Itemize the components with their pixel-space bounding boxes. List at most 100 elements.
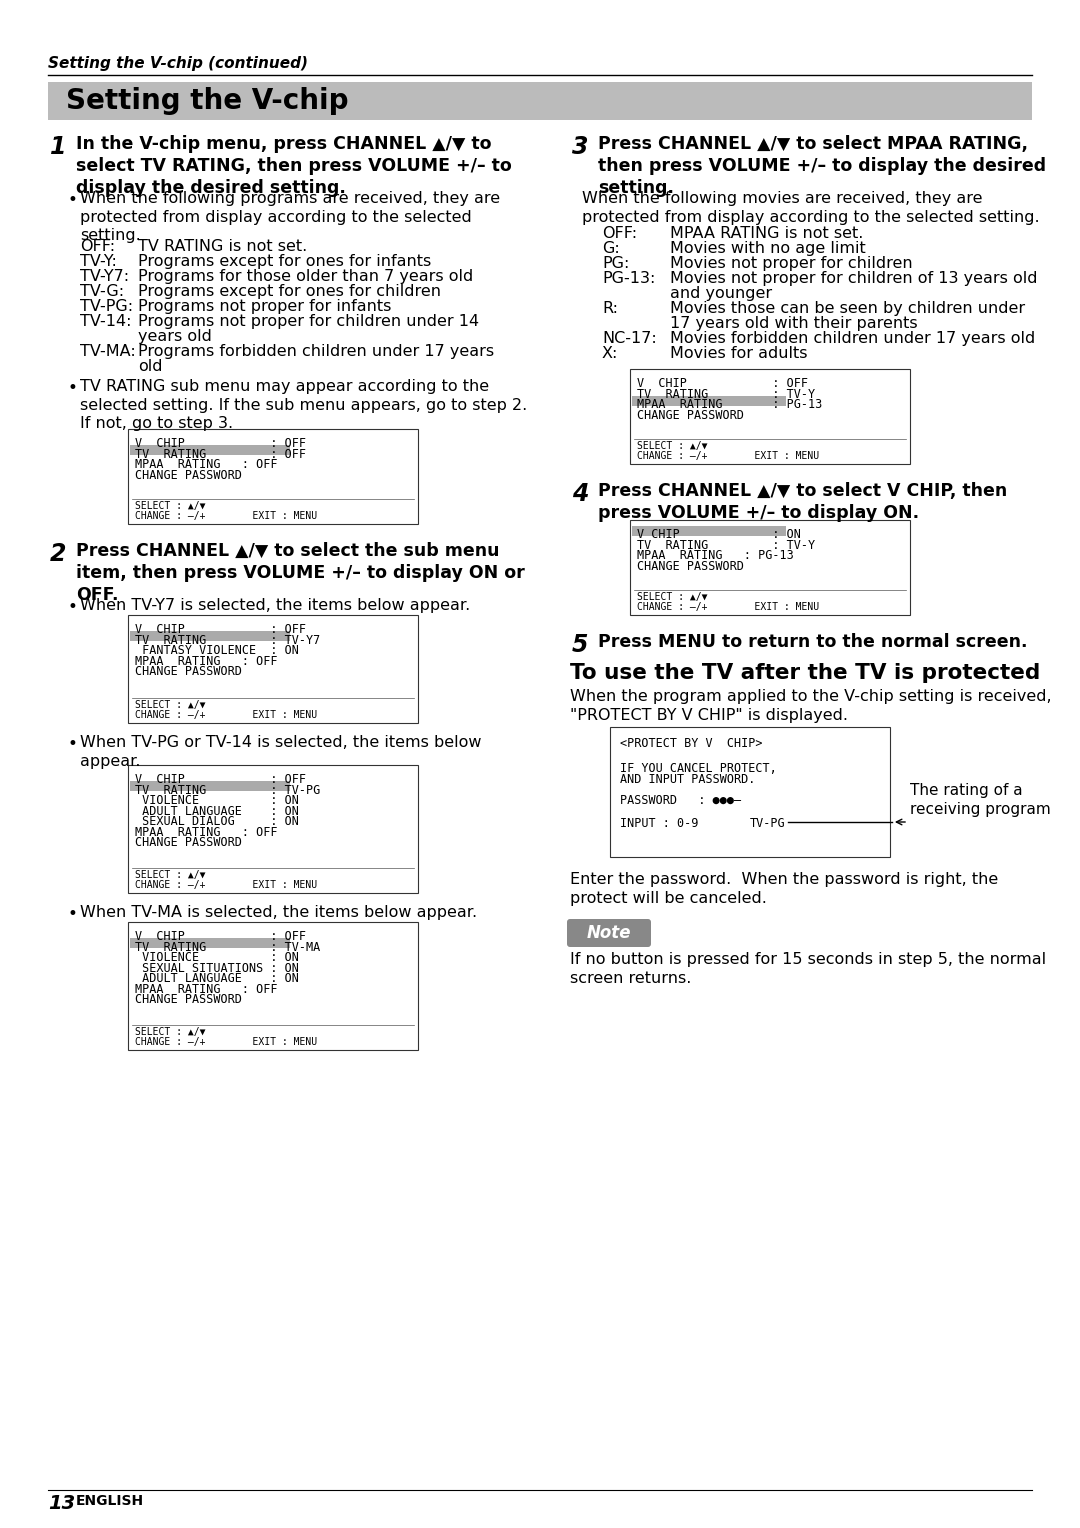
Text: TV-PG:: TV-PG: [80, 299, 133, 313]
Text: OFF:: OFF: [80, 238, 116, 254]
Text: X:: X: [602, 345, 619, 361]
Text: CHANGE PASSWORD: CHANGE PASSWORD [135, 836, 242, 850]
Bar [129, 766, 418, 892]
Text: CHANGE : –/+        EXIT : MENU: CHANGE : –/+ EXIT : MENU [135, 880, 318, 889]
Bar [610, 727, 890, 857]
Text: Programs for those older than 7 years old: Programs for those older than 7 years ol… [138, 269, 473, 284]
FancyBboxPatch shape [567, 918, 651, 947]
Bar [48, 83, 1032, 121]
Text: CHANGE PASSWORD: CHANGE PASSWORD [637, 559, 744, 573]
Text: CHANGE PASSWORD: CHANGE PASSWORD [135, 993, 242, 1005]
Text: When the following programs are received, they are
protected from display accord: When the following programs are received… [80, 191, 500, 243]
Text: Note: Note [586, 924, 631, 941]
Bar [630, 520, 910, 614]
Text: 3: 3 [572, 134, 589, 159]
Text: TV RATING is not set.: TV RATING is not set. [138, 238, 307, 254]
Text: If no button is pressed for 15 seconds in step 5, the normal
screen returns.: If no button is pressed for 15 seconds i… [570, 952, 1047, 986]
Text: SELECT : ▲/▼: SELECT : ▲/▼ [135, 1027, 205, 1038]
Text: When the following movies are received, they are
protected from display accordin: When the following movies are received, … [582, 191, 1040, 225]
Text: TV  RATING         : TV-Y: TV RATING : TV-Y [637, 538, 815, 552]
Text: 13: 13 [48, 1494, 76, 1513]
Text: <PROTECT BY V  CHIP>: <PROTECT BY V CHIP> [620, 736, 762, 750]
Text: and younger: and younger [670, 286, 772, 301]
Text: ADULT LANGUAGE    : ON: ADULT LANGUAGE : ON [135, 805, 299, 817]
Text: ENGLISH: ENGLISH [76, 1494, 144, 1508]
Text: AND INPUT PASSWORD.: AND INPUT PASSWORD. [620, 773, 755, 785]
Text: V CHIP             : ON: V CHIP : ON [637, 529, 801, 541]
Text: CHANGE : –/+        EXIT : MENU: CHANGE : –/+ EXIT : MENU [135, 711, 318, 720]
Text: SELECT : ▲/▼: SELECT : ▲/▼ [135, 501, 205, 510]
Text: TV  RATING         : TV-Y7: TV RATING : TV-Y7 [135, 634, 321, 646]
Text: Programs forbidden children under 17 years: Programs forbidden children under 17 yea… [138, 344, 495, 359]
Text: Setting the V-chip: Setting the V-chip [66, 87, 349, 115]
Text: TV-G:: TV-G: [80, 284, 124, 299]
Text: In the V-chip menu, press CHANNEL ▲/▼ to
select TV RATING, then press VOLUME +/–: In the V-chip menu, press CHANNEL ▲/▼ to… [76, 134, 512, 197]
Text: V  CHIP            : OFF: V CHIP : OFF [135, 773, 306, 785]
Text: G:: G: [602, 241, 620, 257]
Text: SEXUAL DIALOG     : ON: SEXUAL DIALOG : ON [135, 814, 299, 828]
Text: TV-MA:: TV-MA: [80, 344, 136, 359]
Bar [130, 938, 289, 949]
Bar [130, 631, 289, 642]
Text: The rating of a
receiving program: The rating of a receiving program [910, 784, 1051, 817]
Text: V  CHIP            : OFF: V CHIP : OFF [135, 931, 306, 943]
Text: INPUT : 0-9: INPUT : 0-9 [620, 817, 699, 830]
Text: Setting the V-chip (continued): Setting the V-chip (continued) [48, 57, 308, 70]
Text: Programs not proper for infants: Programs not proper for infants [138, 299, 391, 313]
Text: Programs not proper for children under 14: Programs not proper for children under 1… [138, 313, 480, 329]
Text: Movies those can be seen by children under: Movies those can be seen by children und… [670, 301, 1025, 316]
Text: V  CHIP            : OFF: V CHIP : OFF [135, 623, 306, 636]
Text: MPAA  RATING   : OFF: MPAA RATING : OFF [135, 825, 278, 839]
Text: Movies not proper for children of 13 years old: Movies not proper for children of 13 yea… [670, 270, 1038, 286]
Text: When TV-MA is selected, the items below appear.: When TV-MA is selected, the items below … [80, 905, 477, 920]
Text: CHANGE : –/+        EXIT : MENU: CHANGE : –/+ EXIT : MENU [637, 602, 819, 613]
Bar [129, 429, 418, 524]
Text: Movies not proper for children: Movies not proper for children [670, 257, 913, 270]
Text: CHANGE PASSWORD: CHANGE PASSWORD [637, 408, 744, 422]
Text: TV-PG: TV-PG [750, 817, 785, 830]
Text: Press CHANNEL ▲/▼ to select MPAA RATING,
then press VOLUME +/– to display the de: Press CHANNEL ▲/▼ to select MPAA RATING,… [598, 134, 1047, 197]
Text: CHANGE : –/+        EXIT : MENU: CHANGE : –/+ EXIT : MENU [135, 510, 318, 521]
Text: 1: 1 [50, 134, 67, 159]
Bar [129, 921, 418, 1050]
Text: Programs except for ones for children: Programs except for ones for children [138, 284, 441, 299]
Text: TV  RATING         : TV-MA: TV RATING : TV-MA [135, 941, 321, 953]
Text: Press MENU to return to the normal screen.: Press MENU to return to the normal scree… [598, 633, 1027, 651]
Text: MPAA  RATING   : OFF: MPAA RATING : OFF [135, 983, 278, 996]
Text: Movies for adults: Movies for adults [670, 345, 808, 361]
Text: CHANGE : –/+        EXIT : MENU: CHANGE : –/+ EXIT : MENU [637, 451, 819, 461]
Text: PG-13:: PG-13: [602, 270, 656, 286]
Text: •: • [68, 379, 78, 397]
Bar [632, 396, 786, 406]
Text: V  CHIP            : OFF: V CHIP : OFF [135, 437, 306, 451]
Text: 2: 2 [50, 542, 67, 565]
Text: OFF:: OFF: [602, 226, 637, 241]
Text: VIOLENCE          : ON: VIOLENCE : ON [135, 950, 299, 964]
Text: SELECT : ▲/▼: SELECT : ▲/▼ [637, 591, 707, 602]
Text: CHANGE PASSWORD: CHANGE PASSWORD [135, 665, 242, 678]
Bar [129, 614, 418, 723]
Text: SELECT : ▲/▼: SELECT : ▲/▼ [135, 869, 205, 880]
Text: Movies forbidden children under 17 years old: Movies forbidden children under 17 years… [670, 332, 1036, 345]
Text: When the program applied to the V-chip setting is received,
"PROTECT BY V CHIP" : When the program applied to the V-chip s… [570, 689, 1052, 723]
Text: VIOLENCE          : ON: VIOLENCE : ON [135, 795, 299, 807]
Text: Movies with no age limit: Movies with no age limit [670, 241, 866, 257]
Text: 17 years old with their parents: 17 years old with their parents [670, 316, 918, 332]
Text: Enter the password.  When the password is right, the
protect will be canceled.: Enter the password. When the password is… [570, 872, 998, 906]
Text: MPAA  RATING   : PG-13: MPAA RATING : PG-13 [637, 549, 794, 562]
Text: CHANGE PASSWORD: CHANGE PASSWORD [135, 469, 242, 481]
Bar [130, 781, 289, 792]
Text: Press CHANNEL ▲/▼ to select V CHIP, then
press VOLUME +/– to display ON.: Press CHANNEL ▲/▼ to select V CHIP, then… [598, 481, 1008, 523]
Text: Programs except for ones for infants: Programs except for ones for infants [138, 254, 431, 269]
Text: TV  RATING         : TV-PG: TV RATING : TV-PG [135, 784, 321, 796]
Text: 4: 4 [572, 481, 589, 506]
Text: 5: 5 [572, 633, 589, 657]
Text: R:: R: [602, 301, 618, 316]
Text: When TV-Y7 is selected, the items below appear.: When TV-Y7 is selected, the items below … [80, 597, 470, 613]
Text: SEXUAL SITUATIONS : ON: SEXUAL SITUATIONS : ON [135, 961, 299, 975]
Text: years old: years old [138, 329, 212, 344]
Text: PASSWORD   : ●●●–: PASSWORD : ●●●– [620, 795, 741, 807]
Text: SELECT : ▲/▼: SELECT : ▲/▼ [135, 700, 205, 711]
Text: TV  RATING         : OFF: TV RATING : OFF [135, 448, 306, 460]
Text: ADULT LANGUAGE    : ON: ADULT LANGUAGE : ON [135, 972, 299, 986]
